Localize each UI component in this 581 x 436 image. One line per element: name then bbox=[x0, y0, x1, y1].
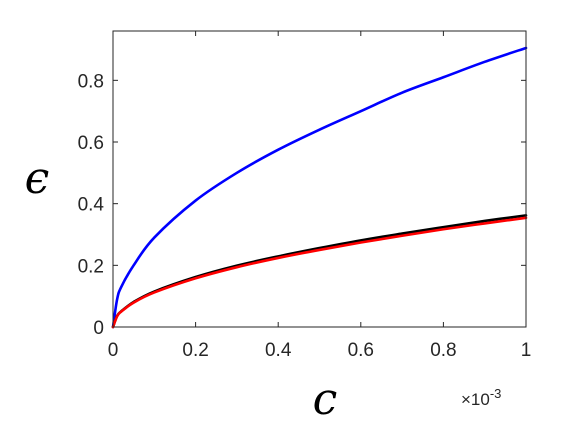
y-axis-label: ϵ bbox=[25, 153, 50, 204]
y-tick-label: 0.2 bbox=[78, 256, 104, 277]
y-axis: 0 0.2 0.4 0.6 0.8 bbox=[78, 71, 526, 339]
x-axis-exponent-base: ×10 bbox=[461, 390, 490, 409]
axes-frame bbox=[112, 30, 527, 328]
x-axis: 0 0.2 0.4 0.6 0.8 1 bbox=[108, 31, 532, 361]
x-axis-exponent: ×10-3 bbox=[461, 386, 501, 409]
x-tick-label: 0.4 bbox=[265, 340, 292, 361]
y-tick-label: 0.4 bbox=[78, 195, 105, 216]
series-layer bbox=[111, 46, 528, 329]
y-tick-label: 0.6 bbox=[78, 133, 104, 154]
x-axis-exponent-power: -3 bbox=[490, 386, 502, 401]
x-tick-label: 0.6 bbox=[348, 340, 374, 361]
x-tick-label: 0.2 bbox=[182, 340, 208, 361]
plot-background bbox=[113, 31, 526, 327]
series-line-3 bbox=[111, 216, 528, 329]
x-tick-label: 0.8 bbox=[430, 340, 456, 361]
x-axis-label: c bbox=[313, 374, 338, 425]
x-tick-label: 0 bbox=[108, 340, 119, 361]
y-tick-label: 0 bbox=[93, 318, 104, 339]
x-tick-label: 1 bbox=[521, 340, 532, 361]
y-tick-label: 0.8 bbox=[78, 71, 104, 92]
series-line-1 bbox=[111, 46, 528, 329]
plot-area bbox=[113, 31, 526, 327]
